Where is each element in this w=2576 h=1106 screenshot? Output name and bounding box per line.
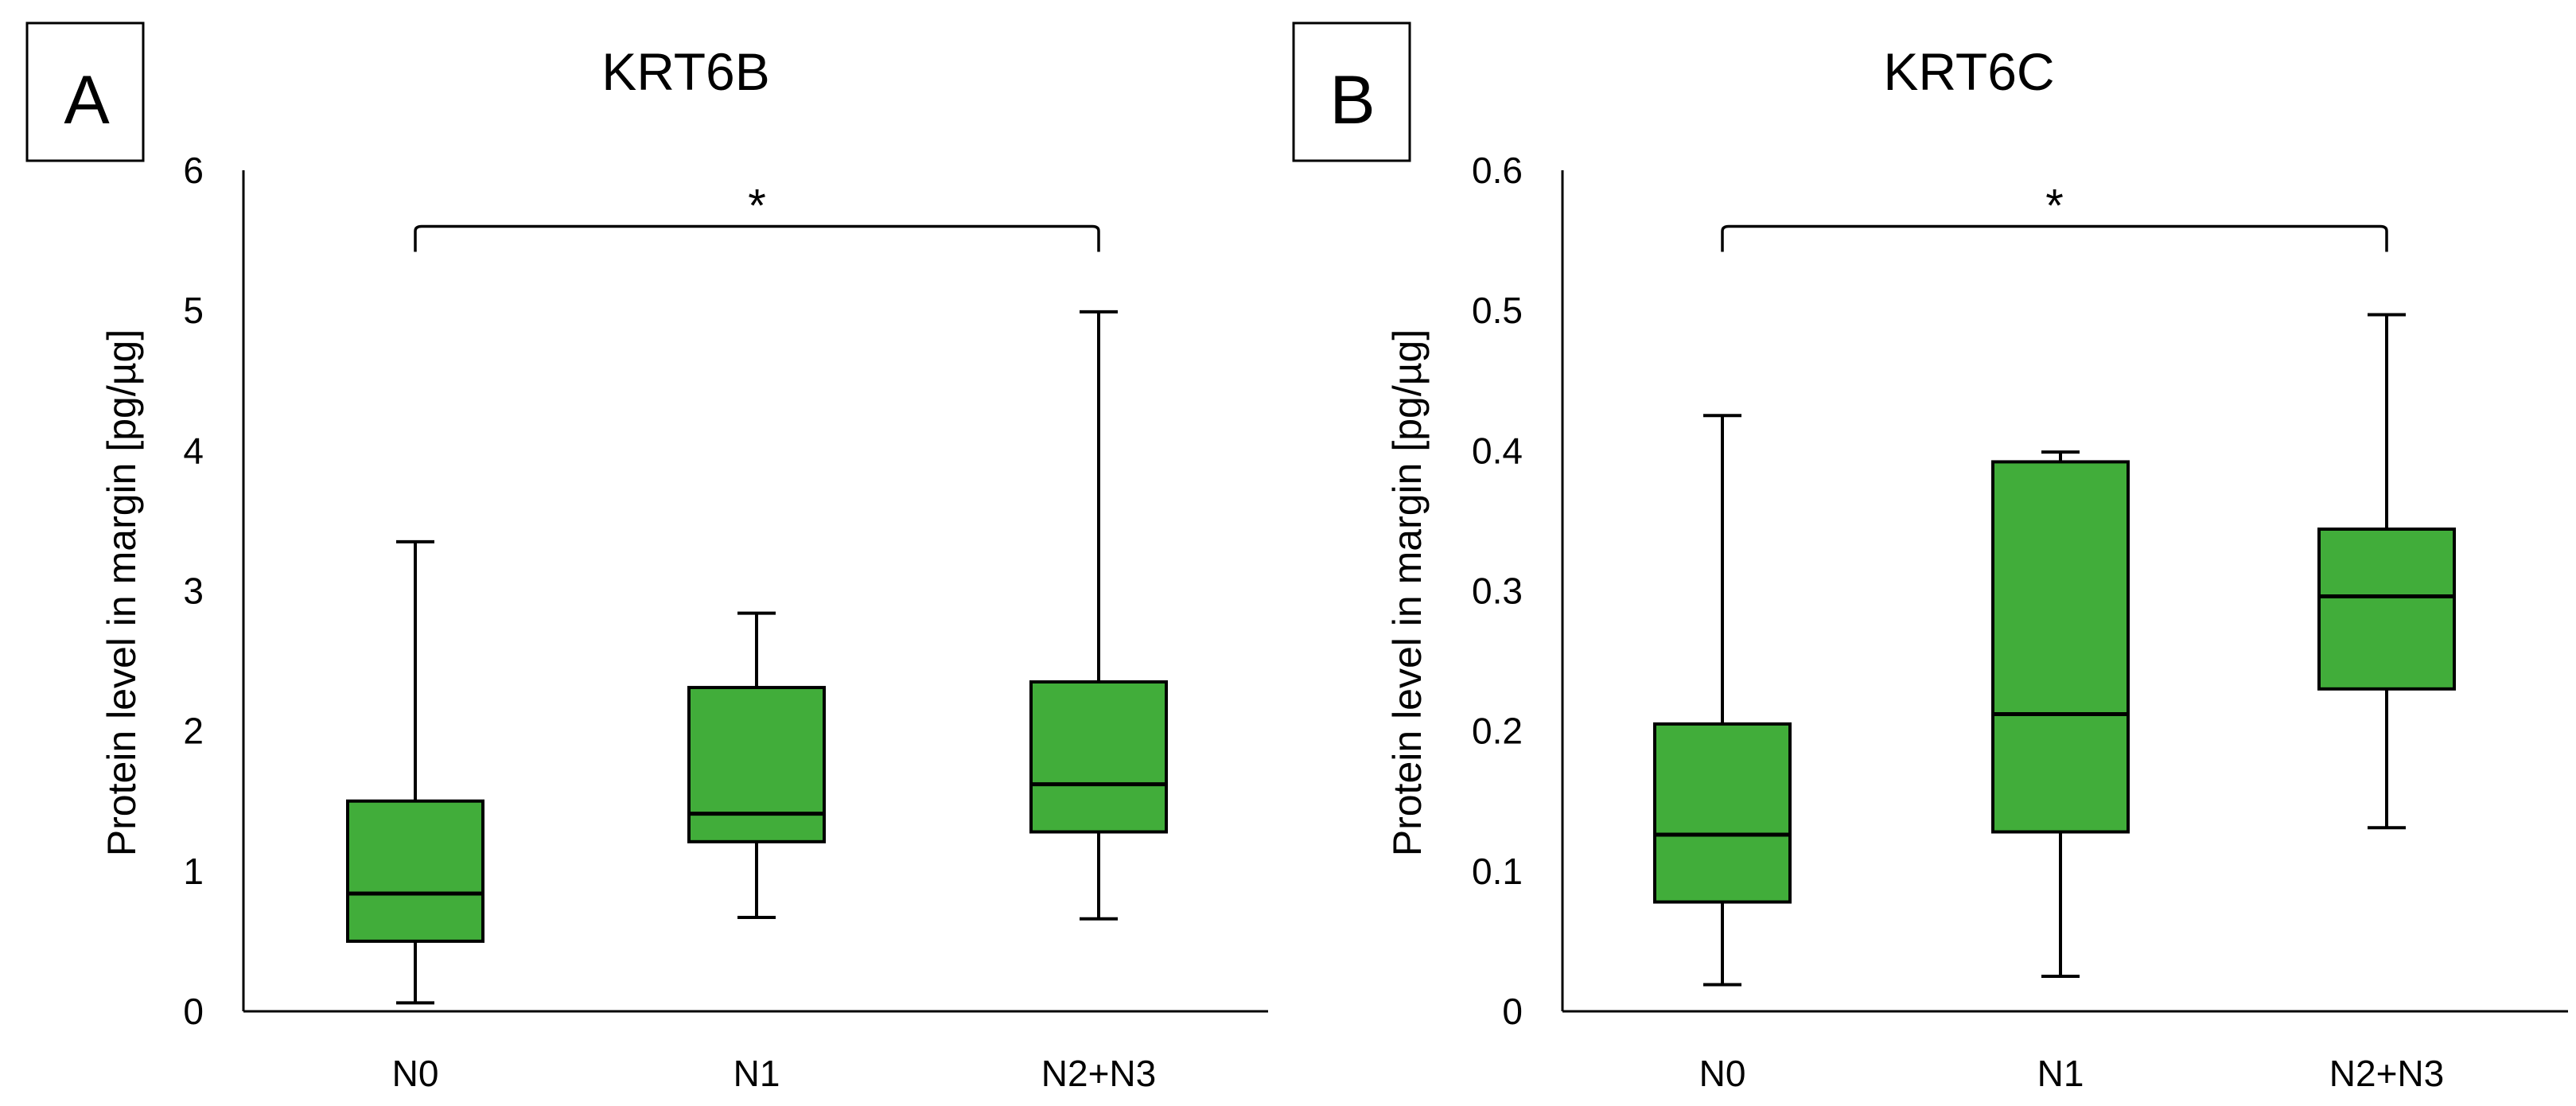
panel-b-y-tick-label: 0.6 xyxy=(1472,150,1523,191)
panel-a-n2-n3-box xyxy=(1029,680,1168,834)
panel-b-y-tick-label: 0.5 xyxy=(1472,290,1523,331)
panel-a-y-axis-label: Protein level in margin [pg/µg] xyxy=(99,329,144,856)
panel-b-y-tick-label: 0.1 xyxy=(1472,851,1523,892)
panel-b: B KRT6C Protein level in margin [pg/µg] 0 0.… xyxy=(1292,21,2568,1094)
panel-b-x-tick-label: N1 xyxy=(2037,1053,2084,1094)
panel-b-x-tick-label: N0 xyxy=(1699,1053,1746,1094)
panel-a-y-tick-label: 2 xyxy=(183,711,204,752)
panel-b-significance-bracket xyxy=(1721,224,2388,252)
panel-a-y-tick-label: 5 xyxy=(183,290,204,331)
panel-b-y-tick-label: 0.2 xyxy=(1472,711,1523,752)
panel-b-y-tick-label: 0 xyxy=(1502,991,1523,1032)
panel-b-y-tick-label: 0.3 xyxy=(1472,571,1523,612)
panel-a-x-tick-label: N2+N3 xyxy=(1041,1053,1156,1094)
panel-a-significance-label: * xyxy=(748,180,766,232)
panel-b-y-tick-label: 0.4 xyxy=(1472,430,1523,471)
panel-b-x-tick-label: N2+N3 xyxy=(2329,1053,2444,1094)
panel-a-title: KRT6B xyxy=(601,42,770,101)
panel-a-y-tick-label: 4 xyxy=(183,430,204,471)
panel-b-y-axis-label: Protein level in margin [pg/µg] xyxy=(1385,329,1430,856)
panel-b-n0-box xyxy=(1653,722,1792,904)
panel-a-y-tick-label: 3 xyxy=(183,571,204,612)
panel-b-title: KRT6C xyxy=(1883,42,2054,101)
panel-a-y-tick-label: 6 xyxy=(183,150,204,191)
panel-a-y-tick-label: 1 xyxy=(183,851,204,892)
panel-a-label-box xyxy=(25,21,145,162)
panel-a-x-tick-label: N1 xyxy=(733,1053,780,1094)
panel-b-label-box xyxy=(1292,21,1411,162)
panel-b-n1-box xyxy=(1991,460,2130,834)
panel-b-n2-n3-box xyxy=(2317,527,2456,691)
panel-a-x-tick-label: N0 xyxy=(392,1053,439,1094)
panel-b-significance-label: * xyxy=(2045,180,2064,232)
panel-a-n1-box xyxy=(687,686,826,843)
panel-a-significance-bracket xyxy=(414,224,1100,252)
panel-a: A KRT6B Protein level in margin [pg/µg] 0 1 2… xyxy=(25,21,1268,1094)
panel-a-label: A xyxy=(64,62,110,138)
panel-a-n0-box xyxy=(346,799,484,943)
panel-b-label: B xyxy=(1329,62,1375,138)
panel-a-y-tick-label: 0 xyxy=(183,991,204,1032)
